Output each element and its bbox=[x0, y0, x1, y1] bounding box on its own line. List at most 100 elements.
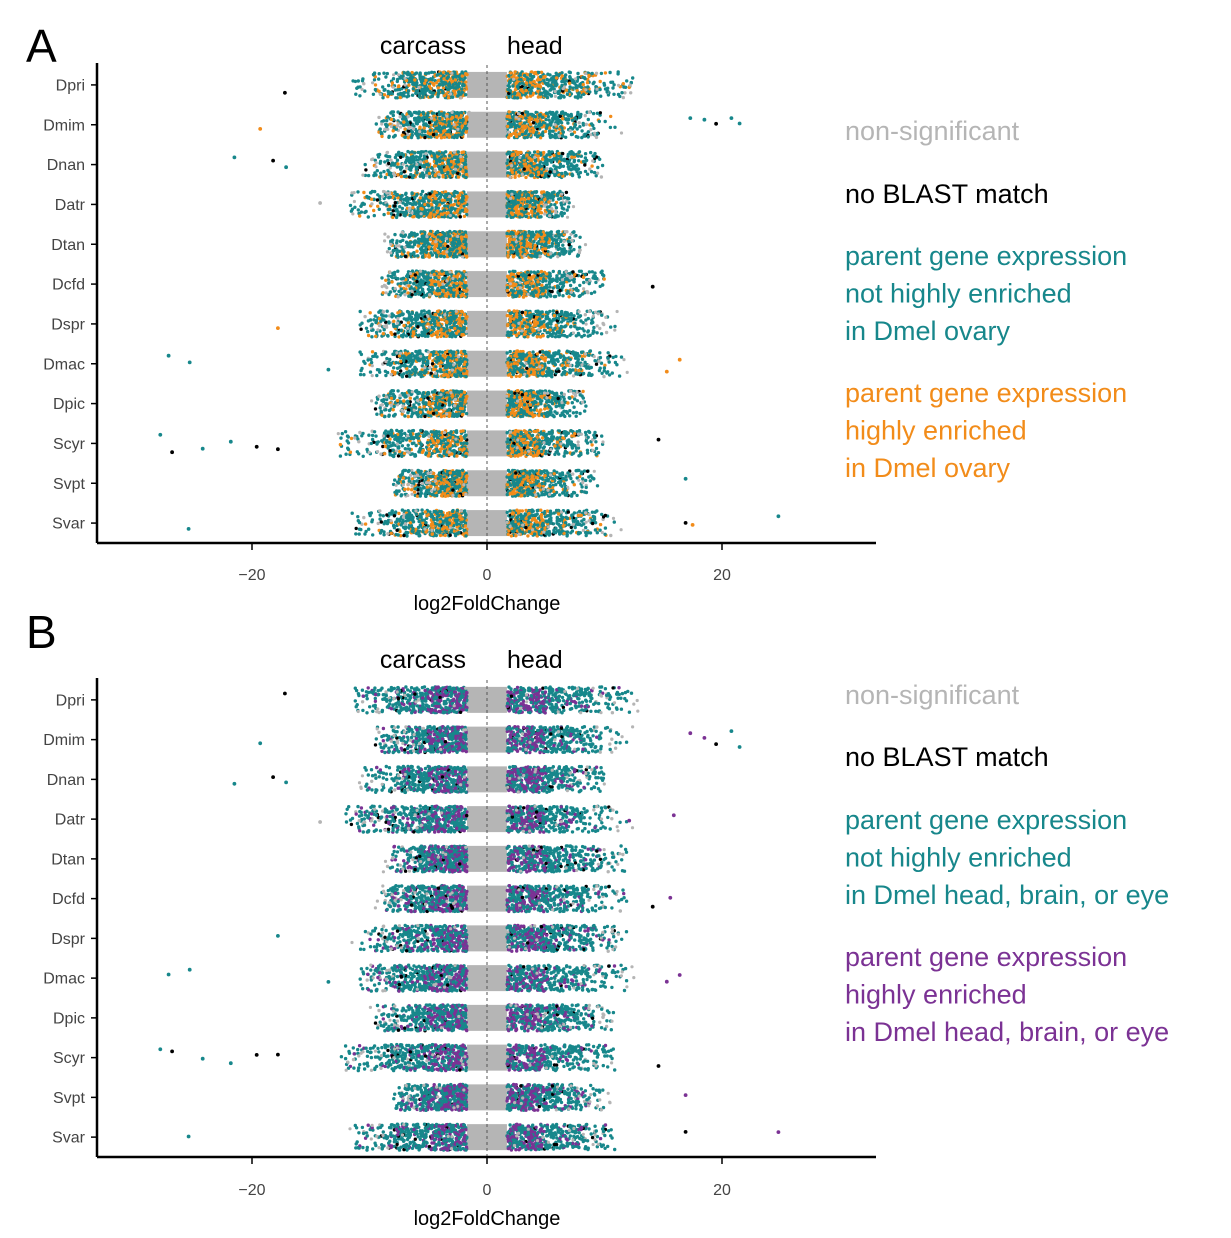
nonsig-point bbox=[563, 230, 568, 234]
teal-point bbox=[539, 232, 543, 236]
orange-point bbox=[536, 150, 540, 154]
nonsig-point bbox=[573, 77, 578, 81]
orange-point bbox=[434, 196, 438, 201]
teal-point bbox=[414, 71, 419, 75]
teal-point bbox=[548, 92, 552, 97]
orange-point bbox=[560, 74, 564, 78]
teal-point bbox=[608, 125, 613, 130]
teal-point bbox=[382, 71, 386, 75]
teal-point bbox=[458, 118, 463, 123]
noblast-point bbox=[507, 91, 511, 96]
teal-point bbox=[525, 171, 529, 175]
teal-point bbox=[381, 96, 385, 100]
orange-point bbox=[527, 156, 531, 160]
teal-point bbox=[507, 95, 511, 99]
orange-point bbox=[523, 162, 528, 166]
orange-point bbox=[519, 114, 523, 119]
teal-point bbox=[427, 71, 431, 75]
teal-point bbox=[442, 125, 447, 129]
teal-point bbox=[556, 118, 561, 123]
teal-point bbox=[586, 85, 590, 89]
teal-outlier bbox=[729, 116, 734, 120]
teal-point bbox=[391, 110, 396, 114]
teal-point bbox=[560, 111, 564, 116]
head-label: head bbox=[507, 32, 563, 60]
teal-point bbox=[547, 118, 551, 122]
teal-point bbox=[515, 96, 520, 100]
orange-point bbox=[518, 122, 522, 126]
nonsig-point bbox=[594, 135, 599, 140]
orange-point bbox=[358, 214, 362, 218]
orange-point bbox=[423, 81, 427, 86]
teal-point bbox=[386, 83, 391, 88]
teal-point bbox=[364, 209, 368, 214]
teal-point bbox=[457, 81, 461, 85]
orange-outlier bbox=[258, 126, 263, 131]
orange-point bbox=[433, 190, 437, 194]
teal-point bbox=[419, 192, 423, 197]
nonsig-point bbox=[380, 122, 384, 126]
orange-point bbox=[423, 202, 427, 207]
teal-point bbox=[432, 153, 437, 157]
teal-point bbox=[356, 190, 360, 194]
teal-point bbox=[441, 83, 445, 87]
nonsig-point bbox=[417, 85, 421, 90]
teal-point bbox=[411, 87, 415, 91]
teal-point bbox=[520, 81, 524, 85]
nonsig-point bbox=[385, 191, 389, 195]
teal-point bbox=[578, 114, 583, 119]
teal-point bbox=[506, 211, 510, 215]
teal-point bbox=[566, 162, 570, 166]
nonsig-point bbox=[392, 73, 396, 77]
orange-point bbox=[535, 166, 539, 170]
teal-point bbox=[576, 75, 580, 80]
nonsig-point bbox=[383, 232, 387, 236]
nonsig-point bbox=[391, 85, 395, 89]
teal-point bbox=[528, 200, 532, 205]
orange-point bbox=[427, 232, 432, 236]
row-dmim bbox=[258, 110, 742, 140]
noblast-point bbox=[564, 190, 569, 195]
teal-point bbox=[395, 253, 399, 257]
teal-point bbox=[613, 125, 617, 129]
teal-point bbox=[545, 295, 549, 299]
orange-point bbox=[458, 246, 462, 250]
orange-point bbox=[530, 117, 534, 121]
orange-point bbox=[529, 209, 534, 213]
row-dnan bbox=[232, 149, 605, 180]
teal-point bbox=[420, 87, 424, 91]
teal-point bbox=[452, 194, 456, 198]
teal-point bbox=[523, 205, 527, 209]
teal-point bbox=[356, 79, 360, 83]
orange-point bbox=[391, 215, 395, 220]
teal-point bbox=[539, 170, 544, 175]
teal-point bbox=[563, 82, 567, 86]
nonsig-point bbox=[466, 240, 470, 244]
teal-point bbox=[430, 111, 435, 115]
orange-point bbox=[386, 211, 390, 215]
teal-point bbox=[443, 204, 447, 208]
teal-point bbox=[454, 238, 458, 242]
teal-point bbox=[533, 115, 537, 119]
teal-point bbox=[374, 173, 378, 177]
teal-point bbox=[371, 72, 376, 77]
nonsig-point bbox=[621, 95, 625, 100]
orange-point bbox=[513, 88, 518, 92]
orange-point bbox=[464, 172, 469, 177]
teal-outlier bbox=[737, 121, 742, 126]
teal-point bbox=[439, 243, 443, 247]
teal-point bbox=[522, 239, 526, 244]
teal-point bbox=[612, 92, 616, 97]
teal-point bbox=[524, 91, 528, 95]
orange-point bbox=[544, 247, 548, 251]
teal-point bbox=[412, 83, 416, 87]
orange-point bbox=[621, 82, 625, 86]
orange-point bbox=[554, 76, 559, 80]
teal-point bbox=[545, 236, 549, 240]
teal-point bbox=[558, 162, 563, 166]
teal-point bbox=[412, 251, 416, 255]
nonsig-point bbox=[587, 110, 592, 114]
nonsig-point bbox=[371, 81, 375, 85]
teal-point bbox=[416, 214, 420, 218]
orange-point bbox=[543, 197, 547, 202]
